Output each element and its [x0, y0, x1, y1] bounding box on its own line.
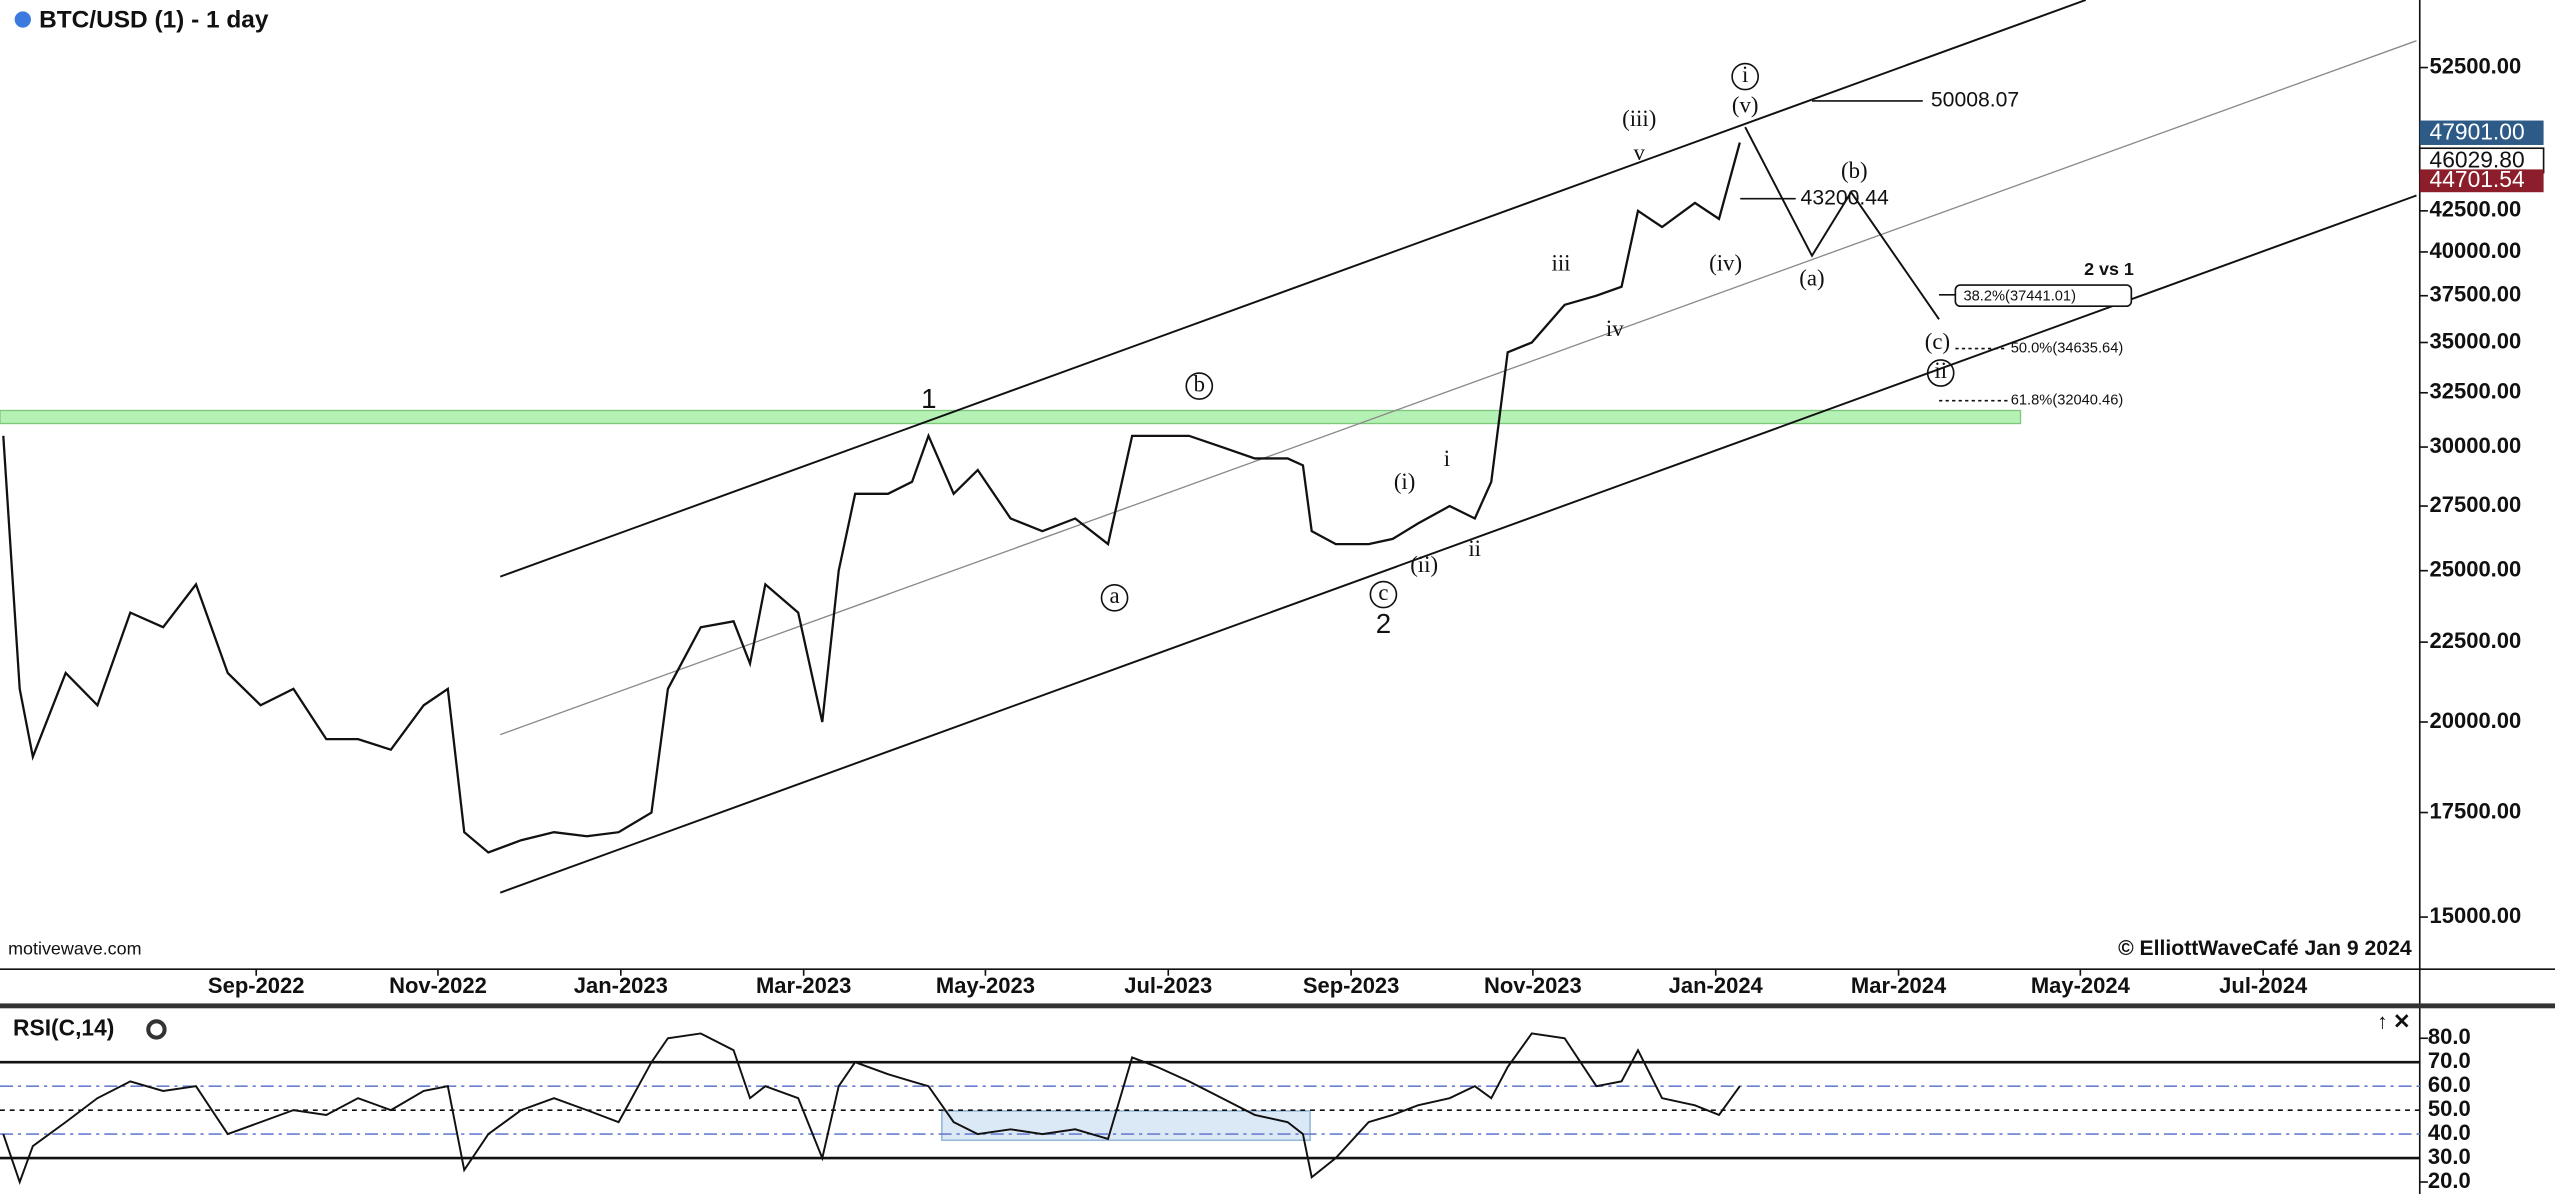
- price-tag-label: 44701.54: [2430, 166, 2525, 192]
- wave-label: ii: [1468, 536, 1481, 561]
- wave-label: (iii): [1622, 106, 1656, 131]
- x-tick-label: Nov-2023: [1484, 973, 1582, 998]
- wave-circle: [1926, 359, 1955, 387]
- y-tick-label: 20000.00: [2430, 708, 2522, 733]
- wave-label: v: [1634, 140, 1646, 165]
- wave-label: c: [1378, 580, 1388, 605]
- wave-label: i: [1444, 446, 1450, 471]
- x-tick-label: Jan-2024: [1669, 973, 1764, 998]
- y-tick-label: 25000.00: [2430, 556, 2522, 581]
- wave-label: b: [1194, 371, 1205, 396]
- price-tag-label: 47901.00: [2430, 119, 2525, 145]
- fib-label: 50008.07: [1931, 89, 2019, 112]
- x-tick-label: May-2023: [936, 973, 1035, 998]
- wave-label: (v): [1732, 93, 1759, 118]
- y-tick-label: 60.0: [2428, 1072, 2471, 1097]
- y-tick-label: 40000.00: [2430, 238, 2522, 263]
- wave-label: (c): [1925, 329, 1950, 354]
- price-line: [2, 142, 1741, 854]
- wave-label: a: [1109, 583, 1119, 608]
- x-tick-label: Mar-2023: [756, 973, 851, 998]
- y-tick-label: 50.0: [2428, 1096, 2471, 1121]
- watermark: motivewave.com: [8, 938, 141, 958]
- channel-lower: [499, 194, 2417, 894]
- chart-title: BTC/USD (1) - 1 day: [39, 7, 269, 34]
- wave-label: (ii): [1410, 552, 1438, 577]
- panel-divider: [0, 1003, 2555, 1009]
- wave-label: i: [1742, 62, 1748, 87]
- price-tag: [2419, 169, 2544, 193]
- y-tick-label: 20.0: [2428, 1168, 2471, 1193]
- y-tick-label: 70.0: [2428, 1048, 2471, 1073]
- expand-icon[interactable]: ↑: [2377, 1011, 2388, 1034]
- x-tick-label: Nov-2022: [389, 973, 487, 998]
- y-tick-label: 80.0: [2428, 1024, 2471, 1049]
- rsi-zone: [941, 1110, 1311, 1142]
- y-tick-label: 37500.00: [2430, 282, 2522, 307]
- y-tick-label: 30000.00: [2430, 433, 2522, 458]
- wave-circle: [1100, 583, 1129, 612]
- x-tick-label: May-2024: [2031, 973, 2131, 998]
- y-tick-label: 15000.00: [2430, 903, 2522, 928]
- y-tick-label: 32500.00: [2430, 379, 2522, 404]
- x-tick-label: Jul-2023: [1124, 973, 1212, 998]
- wave-label: (b): [1841, 158, 1868, 183]
- y-tick-label: 17500.00: [2430, 798, 2522, 823]
- price-tags: 47901.00 46029.80 44701.54: [2418, 119, 2545, 193]
- wave-label: iii: [1552, 251, 1571, 276]
- wave-circle: [1369, 580, 1398, 609]
- fib-label: 43200.44: [1801, 186, 1889, 209]
- y-tick-label: 52500.00: [2430, 53, 2522, 78]
- wave-label: ii: [1934, 358, 1947, 383]
- symbol-dot: [14, 11, 31, 28]
- close-icon[interactable]: ✕: [2393, 1011, 2411, 1034]
- y-tick-label: 30.0: [2428, 1144, 2471, 1169]
- fib-label: 61.8%(32040.46): [2011, 393, 2123, 409]
- fib-label: 2 vs 1: [2084, 259, 2134, 279]
- x-tick-label: Jan-2023: [574, 973, 668, 998]
- y-tick-label: 40.0: [2428, 1120, 2471, 1145]
- support-zone: [0, 409, 2022, 425]
- x-tick-label: Sep-2023: [1303, 973, 1400, 998]
- fib-box: [1954, 284, 2133, 308]
- wave-circle: [1731, 62, 1760, 91]
- wave-label: (a): [1799, 265, 1824, 290]
- x-tick-label: Jul-2024: [2219, 973, 2308, 998]
- wave-label: 2: [1376, 608, 1391, 639]
- price-tag: [2419, 120, 2544, 145]
- wave-projection: [1744, 126, 1940, 320]
- y-tick-label: 35000.00: [2430, 328, 2522, 353]
- rsi-title: RSI(C,14): [13, 1014, 114, 1040]
- fib-label: 50.0%(34635.64): [2011, 340, 2123, 356]
- fib-label: 38.2%(37441.01): [1964, 288, 2076, 304]
- price-tag-label: 46029.80: [2430, 146, 2525, 172]
- wave-label: (i): [1394, 469, 1416, 494]
- wave-label: iv: [1606, 316, 1624, 341]
- x-tick-label: Sep-2022: [208, 973, 305, 998]
- wave-label: 1: [921, 383, 936, 414]
- channel-mid: [500, 40, 2417, 736]
- wave-labels: 1 b a c 2 (i) (ii) i ii iii iv v (iii) (…: [921, 62, 1955, 639]
- settings-icon[interactable]: [146, 1019, 167, 1040]
- wave-label: (iv): [1709, 251, 1742, 276]
- rsi-line: [2, 1032, 1741, 1185]
- y-tick-label: 42500.00: [2430, 197, 2522, 222]
- wave-circle: [1185, 372, 1214, 400]
- y-tick-label: 27500.00: [2430, 492, 2522, 517]
- copyright: © ElliottWaveCafé Jan 9 2024: [2118, 937, 2412, 960]
- x-tick-label: Mar-2024: [1851, 973, 1947, 998]
- y-tick-label: 22500.00: [2430, 628, 2522, 653]
- channel-upper: [499, 0, 2087, 578]
